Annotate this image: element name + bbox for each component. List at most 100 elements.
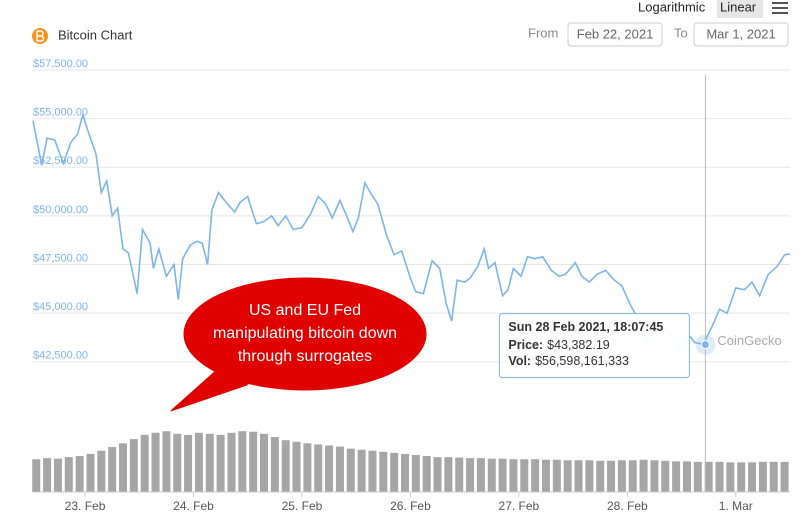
- plot-area: $42,500.00 $45,000.00 $47,500.00 $50,000.00…: [32, 58, 791, 513]
- tooltip-title: Sun 28 Feb 2021, 18:07:45: [508, 320, 663, 334]
- to-label: To: [674, 25, 688, 40]
- annotation-text: manipulating bitcoin down: [213, 325, 397, 342]
- scale-toggle[interactable]: Logarithmic Linear: [638, 0, 763, 18]
- volume-bar: [607, 460, 616, 492]
- menu-icon[interactable]: [772, 2, 788, 14]
- volume-bar: [541, 459, 550, 492]
- y-tick-label: $47,500.00: [33, 252, 88, 264]
- volume-bar: [205, 433, 214, 492]
- volume-bar: [32, 459, 41, 492]
- volume-bar: [650, 460, 659, 492]
- volume-bar: [682, 461, 691, 492]
- x-tick-label: 23. Feb: [65, 499, 106, 513]
- volume-bar: [585, 460, 594, 492]
- volume-bar: [64, 457, 73, 492]
- volume-bar: [509, 459, 518, 492]
- volume-bar: [444, 457, 453, 492]
- volume-bar: [86, 453, 95, 492]
- volume-bar: [520, 459, 529, 492]
- volume-bar: [216, 434, 225, 492]
- volume-bar: [108, 447, 117, 492]
- volume-bar: [411, 454, 420, 492]
- from-date[interactable]: Feb 22, 2021: [577, 26, 654, 41]
- volume-bar: [162, 431, 171, 492]
- volume-bar: [628, 460, 637, 492]
- volume-bar: [455, 457, 464, 492]
- volume-bar: [346, 448, 355, 492]
- volume-bar: [737, 462, 746, 492]
- menu-bar[interactable]: [772, 7, 788, 9]
- x-tick-label: 24. Feb: [173, 499, 214, 513]
- volume-bar: [748, 462, 757, 492]
- volume-bar: [487, 458, 496, 492]
- volume-bar: [574, 460, 583, 492]
- volume-bar: [281, 440, 290, 492]
- tooltip-label: Price:: [508, 338, 543, 352]
- x-tick-label: 27. Feb: [499, 499, 540, 513]
- volume-bar: [780, 461, 789, 492]
- x-tick-label: 1. Mar: [719, 499, 753, 513]
- y-tick-label: $52,500.00: [33, 155, 88, 167]
- volume-bar: [758, 461, 767, 492]
- y-tick-label: $55,000.00: [33, 107, 88, 119]
- menu-bar[interactable]: [772, 2, 788, 4]
- volume-bar: [563, 460, 572, 492]
- volume-bar: [260, 433, 269, 492]
- speech-bubble-tail-fill: [170, 370, 252, 411]
- to-input[interactable]: [693, 22, 789, 47]
- from-input[interactable]: [567, 22, 663, 47]
- volume-bar: [661, 460, 670, 492]
- volume-bar: [617, 460, 626, 492]
- volume-bar: [726, 462, 735, 492]
- x-tick-label: 25. Feb: [282, 499, 323, 513]
- scale-option[interactable]: Logarithmic: [638, 0, 706, 14]
- volume-bar: [596, 460, 605, 492]
- y-tick-label: $50,000.00: [33, 204, 88, 216]
- hover-point: [700, 340, 710, 350]
- volume-bar: [769, 461, 778, 492]
- scale-option[interactable]: Linear: [720, 0, 757, 14]
- volume-bar: [129, 439, 138, 492]
- speech-bubble: [182, 276, 428, 392]
- volume-bar: [552, 459, 561, 492]
- volume-bar: [173, 433, 182, 492]
- y-tick-label: $57,500.00: [33, 58, 88, 70]
- volume-bar: [379, 451, 388, 492]
- x-tick-label: 28. Feb: [607, 499, 648, 513]
- menu-bar[interactable]: [772, 12, 788, 14]
- volume-bar: [303, 443, 312, 492]
- volume-bar: [390, 452, 399, 492]
- tooltip-box: [498, 313, 690, 379]
- tooltip-value: $43,382.19: [547, 338, 610, 352]
- to-date[interactable]: Mar 1, 2021: [706, 26, 775, 41]
- volume-bar: [53, 458, 62, 492]
- scale-button-selected[interactable]: [717, 0, 763, 18]
- volume-bar: [476, 458, 485, 492]
- volume-bar: [400, 453, 409, 492]
- volume-bar: [498, 458, 507, 492]
- tooltip-label: Vol:: [508, 354, 531, 368]
- volume-bar: [194, 432, 203, 492]
- volume-bar: [531, 459, 540, 492]
- volume-bar: [238, 431, 247, 492]
- annotation-text: US and EU Fed: [249, 302, 361, 319]
- volume-bar: [97, 450, 106, 492]
- volume-bar: [672, 461, 681, 492]
- watermark: CoinGecko: [717, 333, 781, 348]
- volume-bar: [292, 441, 301, 492]
- volume-bar: [140, 434, 149, 492]
- volume-bar: [466, 458, 475, 492]
- volume-bar: [715, 461, 724, 492]
- volume-bar: [357, 449, 366, 492]
- y-tick-label: $42,500.00: [33, 350, 88, 362]
- x-tick-label: 26. Feb: [390, 499, 431, 513]
- volume-bar: [227, 432, 236, 492]
- volume-bar: [43, 458, 52, 492]
- volume-bar: [270, 437, 279, 492]
- annotation-text: through surrogates: [238, 348, 372, 365]
- volume-bar: [325, 445, 334, 492]
- volume-bar: [151, 432, 160, 492]
- bitcoin-icon-glyph: [36, 30, 45, 42]
